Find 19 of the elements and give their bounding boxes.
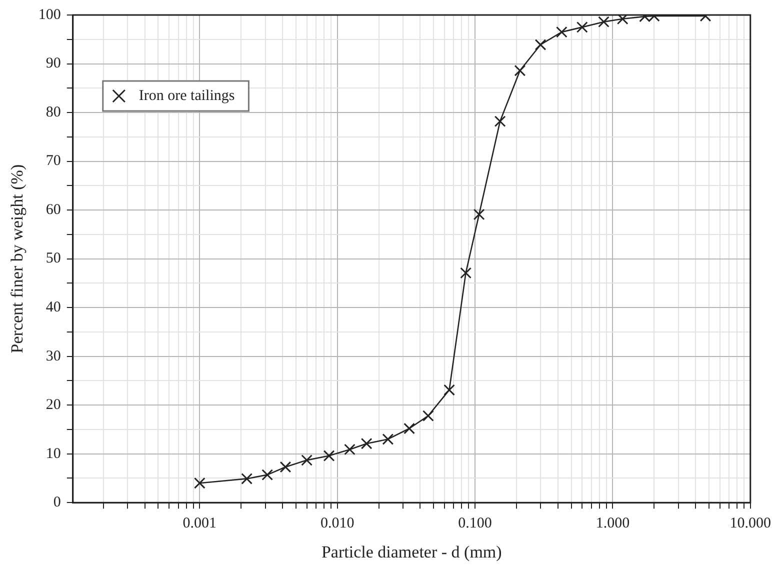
x-tick-label: 0.010 [320, 516, 354, 532]
y-tick-label: 70 [46, 153, 61, 170]
x-tick-label: 0.001 [182, 516, 217, 532]
y-axis-title: Percent finer by weight (%) [8, 164, 27, 354]
y-tick-label: 80 [46, 104, 61, 120]
x-axis-title: Particle diameter - d (mm) [321, 542, 502, 562]
y-tick-label: 30 [46, 348, 61, 364]
y-tick-label: 10 [46, 446, 61, 462]
y-tick-label: 60 [46, 202, 61, 218]
y-tick-label: 50 [46, 250, 61, 267]
x-tick-label: 0.100 [458, 516, 492, 532]
x-tick-label: 1.000 [596, 516, 630, 532]
legend-label: Iron ore tailings [138, 88, 235, 104]
y-tick-label: 20 [46, 397, 61, 414]
x-tick-label: 10.000 [730, 516, 771, 532]
y-tick-label: 0 [53, 494, 61, 511]
y-tick-label: 90 [46, 56, 61, 72]
y-tick-label: 100 [38, 6, 61, 23]
y-tick-label: 40 [46, 299, 61, 316]
